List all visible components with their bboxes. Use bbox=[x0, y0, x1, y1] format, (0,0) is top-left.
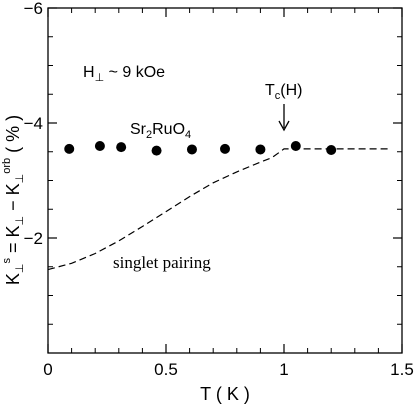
y-tick-label: −4 bbox=[24, 114, 43, 133]
x-tick-label: 1 bbox=[279, 360, 288, 379]
x-tick-label: 0.5 bbox=[154, 360, 178, 379]
data-point bbox=[64, 143, 75, 154]
singlet-pairing-label: singlet pairing bbox=[113, 253, 211, 272]
x-tick-label: 0 bbox=[43, 360, 52, 379]
x-tick-label: 1.5 bbox=[390, 360, 414, 379]
data-point bbox=[290, 141, 301, 151]
singlet-pairing-curve-group bbox=[47, 148, 391, 271]
singlet-pairing-curve bbox=[47, 148, 391, 271]
tc-annotation: Tc(H) bbox=[265, 82, 303, 102]
tc-arrow bbox=[278, 104, 290, 132]
plot-border bbox=[47, 7, 403, 354]
data-point bbox=[186, 144, 197, 155]
data-point bbox=[116, 142, 127, 153]
y-axis-label: K⊥s = K⊥ − K⊥orb ( % ) bbox=[1, 115, 26, 285]
material-annotation: Sr2RuO4 bbox=[130, 121, 191, 141]
y-tick-label: −2 bbox=[24, 229, 43, 248]
data-point bbox=[94, 141, 105, 151]
plot-frame bbox=[47, 7, 403, 354]
x-axis-label: T ( K ) bbox=[200, 384, 250, 404]
y-tick-label: −6 bbox=[24, 0, 43, 18]
data-point bbox=[326, 145, 337, 156]
data-point bbox=[220, 143, 230, 154]
field-annotation: H⊥ ~ 9 kOe bbox=[83, 64, 165, 84]
ticks-group: 0 0.5 1 1.5 −2 −4 −6 bbox=[24, 0, 414, 379]
data-point bbox=[255, 144, 266, 155]
data-point bbox=[151, 145, 162, 156]
data-points-group bbox=[64, 141, 337, 156]
